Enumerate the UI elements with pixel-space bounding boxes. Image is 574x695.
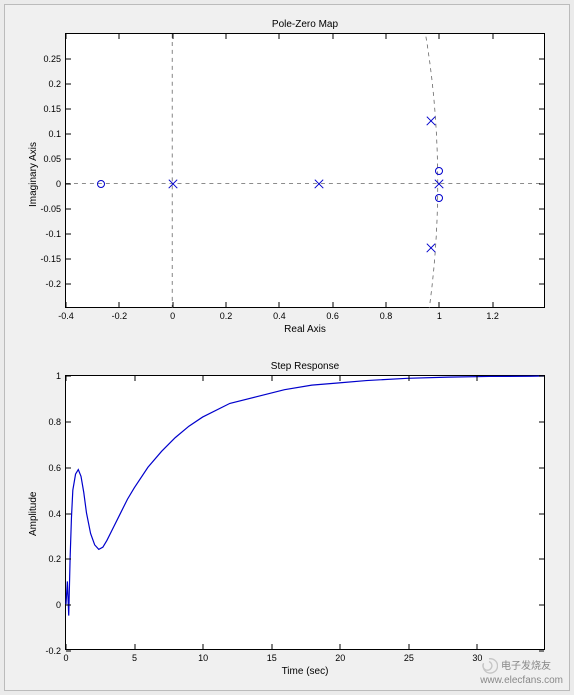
ytick-label: 0 xyxy=(56,179,61,189)
ytick-label: -0.2 xyxy=(45,279,61,289)
pzmap-xlabel: Real Axis xyxy=(66,324,544,335)
zero-marker xyxy=(97,180,105,188)
ytick-label: 0.1 xyxy=(48,129,61,139)
zero-marker xyxy=(435,167,443,175)
ytick-label: -0.1 xyxy=(45,229,61,239)
xtick-label: -0.4 xyxy=(58,311,74,321)
ytick-label: 0.6 xyxy=(48,463,61,473)
ytick-label: -0.2 xyxy=(45,646,61,656)
xtick-label: 30 xyxy=(472,653,482,663)
ytick-label: 0.15 xyxy=(43,104,61,114)
step-xlabel: Time (sec) xyxy=(66,666,544,677)
xtick-label: 15 xyxy=(267,653,277,663)
ytick-label: 1 xyxy=(56,371,61,381)
xtick-label: 20 xyxy=(335,653,345,663)
xtick-label: 25 xyxy=(404,653,414,663)
pole-marker xyxy=(426,116,436,126)
figure-window: Pole-Zero Map Real Axis Imaginary Axis -… xyxy=(4,4,570,691)
xtick-label: -0.2 xyxy=(112,311,128,321)
xtick-label: 1 xyxy=(437,311,442,321)
pole-marker xyxy=(168,179,178,189)
ytick-label: 0.2 xyxy=(48,79,61,89)
step-plot-area: 051015202530-0.200.20.40.60.81 xyxy=(66,376,544,649)
xtick-label: 1.2 xyxy=(486,311,499,321)
ytick-label: -0.15 xyxy=(40,254,61,264)
xtick-label: 5 xyxy=(132,653,137,663)
xtick-label: 0 xyxy=(170,311,175,321)
ytick-label: 0.05 xyxy=(43,154,61,164)
ytick-label: 0.8 xyxy=(48,417,61,427)
step-axes: Step Response Time (sec) Amplitude 05101… xyxy=(65,375,545,650)
ytick-label: 0.2 xyxy=(48,554,61,564)
ytick-label: -0.05 xyxy=(40,204,61,214)
zero-marker xyxy=(435,194,443,202)
pzmap-axes: Pole-Zero Map Real Axis Imaginary Axis -… xyxy=(65,33,545,308)
xtick-label: 10 xyxy=(198,653,208,663)
pzmap-ylabel: Imaginary Axis xyxy=(28,141,39,206)
ytick-label: 0.4 xyxy=(48,509,61,519)
xtick-label: 0 xyxy=(63,653,68,663)
xtick-label: 0.4 xyxy=(273,311,286,321)
pzmap-plot-area: -0.4-0.200.20.40.60.811.2-0.2-0.15-0.1-0… xyxy=(66,34,544,307)
xtick-label: 0.6 xyxy=(326,311,339,321)
xtick-label: 0.8 xyxy=(380,311,393,321)
pole-marker xyxy=(426,243,436,253)
xtick-label: 0.2 xyxy=(220,311,233,321)
step-title: Step Response xyxy=(66,361,544,372)
pole-marker xyxy=(434,179,444,189)
pole-marker xyxy=(314,179,324,189)
ytick-label: 0 xyxy=(56,600,61,610)
step-ylabel: Amplitude xyxy=(28,492,39,536)
pzmap-title: Pole-Zero Map xyxy=(66,19,544,30)
ytick-label: 0.25 xyxy=(43,54,61,64)
